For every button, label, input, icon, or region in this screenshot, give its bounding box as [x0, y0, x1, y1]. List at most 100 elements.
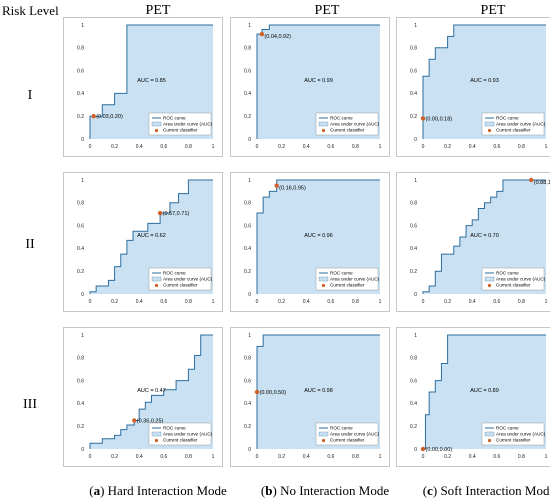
x-tick-label: 0 [422, 144, 425, 150]
caption-text-a: Hard Interaction Mode [104, 483, 227, 498]
x-tick-label: 0 [256, 299, 259, 305]
x-tick-label: 0.4 [136, 454, 143, 460]
point-label: (0.88,1.00) [534, 180, 550, 186]
legend-area-swatch [151, 431, 162, 437]
legend-point-swatch [321, 283, 326, 288]
x-tick-label: 0.8 [185, 144, 192, 150]
auc-label: AUC = 0.98 [304, 388, 333, 394]
auc-label: AUC = 0.93 [470, 78, 499, 84]
roc-panel-3-a: 00 0.2 0.2 0.4 0.4 0.6 0.6 0.8 0.8 1 1 AUC = 0.47 (0… [63, 327, 223, 467]
y-tick-label: 0 [81, 137, 84, 143]
auc-label: AUC = 0.99 [304, 78, 333, 84]
roc-panel-1-c: 00 0.2 0.2 0.4 0.4 0.6 0.6 0.8 0.8 1 1 AUC = 0.93 (0… [396, 17, 550, 157]
roc-curve [422, 179, 546, 294]
legend-area-swatch [484, 431, 495, 437]
x-tick-label: 0.8 [518, 144, 525, 150]
x-tick-label: 0.8 [352, 454, 359, 460]
y-tick-label: 0.4 [410, 91, 417, 97]
roc-panel-2-b: 00 0.2 0.2 0.4 0.4 0.6 0.6 0.8 0.8 1 1 AUC = 0.96 (0… [230, 172, 390, 312]
legend-entry: Current classifier [330, 283, 365, 288]
legend-area-swatch [318, 431, 329, 437]
auc-area [257, 335, 380, 449]
y-tick-label: 0.4 [244, 91, 251, 97]
y-tick-label: 0.2 [410, 269, 417, 275]
legend-entry: Current classifier [496, 283, 531, 288]
legend-entry: ROC curve [163, 426, 186, 431]
y-tick-label: 1 [414, 23, 417, 29]
y-tick-label: 0.2 [410, 114, 417, 120]
x-tick-label: 0.4 [469, 454, 476, 460]
y-tick-label: 1 [414, 178, 417, 184]
roc-panel-2-a: 00 0.2 0.2 0.4 0.4 0.6 0.6 0.8 0.8 1 1 AUC = 0.62 (0… [63, 172, 223, 312]
y-tick-label: 0.4 [410, 401, 417, 407]
legend-box [481, 422, 545, 446]
current-classifier-point [529, 177, 534, 183]
legend-entry: Current classifier [496, 128, 531, 133]
y-tick-label: 0.8 [244, 356, 251, 362]
x-tick-label: 0.2 [278, 144, 285, 150]
y-tick-label: 0.4 [77, 401, 84, 407]
legend-box [481, 267, 545, 291]
y-tick-label: 0.6 [410, 223, 417, 229]
legend-entry: Current classifier [330, 438, 365, 443]
caption-text-c: Soft Interaction Mode [437, 483, 550, 498]
y-tick-label: 0 [81, 292, 84, 298]
roc-curve [89, 179, 213, 294]
x-tick-label: 0.2 [444, 144, 451, 150]
legend-point-swatch [154, 438, 159, 443]
legend-entry: Current classifier [163, 283, 198, 288]
y-tick-label: 0 [248, 292, 251, 298]
x-tick-label: 0.6 [493, 144, 500, 150]
legend-area-swatch [318, 276, 329, 282]
legend-entry: ROC curve [330, 271, 353, 276]
x-tick-label: 0 [256, 144, 259, 150]
x-tick-label: 0.6 [160, 299, 167, 305]
current-classifier-point [259, 31, 265, 37]
y-tick-label: 0.2 [77, 114, 84, 120]
x-tick-label: 1 [379, 299, 382, 305]
auc-area [423, 180, 546, 294]
auc-label: AUC = 0.85 [137, 78, 166, 84]
legend-area-swatch [484, 276, 495, 282]
legend-point-swatch [154, 128, 159, 133]
point-label: (0.57,0.71) [163, 211, 190, 217]
legend-point-swatch [321, 128, 326, 133]
auc-label: AUC = 0.89 [470, 388, 499, 394]
y-tick-label: 0.2 [244, 114, 251, 120]
point-label: (0.00,0.18) [426, 116, 453, 122]
current-classifier-point [254, 389, 260, 395]
y-tick-label: 0.2 [77, 424, 84, 430]
auc-label: AUC = 0.70 [470, 233, 499, 239]
point-label: (0.04,0.92) [264, 34, 291, 40]
legend-box [315, 267, 379, 291]
roc-curve [422, 24, 546, 139]
auc-area [423, 25, 546, 139]
column-title-a: PET [145, 3, 171, 18]
legend-point-swatch [487, 283, 492, 288]
legend-entry: Area under curve (AUC) [496, 122, 546, 127]
x-tick-label: 0.8 [185, 299, 192, 305]
y-tick-label: 0.6 [244, 223, 251, 229]
current-classifier-point [420, 116, 426, 121]
y-tick-label: 0.8 [77, 46, 84, 52]
x-tick-label: 1 [212, 144, 215, 150]
x-tick-label: 0.2 [278, 299, 285, 305]
x-tick-label: 0.6 [160, 454, 167, 460]
current-classifier-point [420, 446, 426, 452]
x-tick-label: 1 [212, 454, 215, 460]
legend-box [148, 422, 212, 446]
y-tick-label: 1 [81, 178, 84, 184]
x-tick-label: 0.2 [111, 454, 118, 460]
roc-curve [256, 24, 380, 139]
legend-point-swatch [487, 438, 492, 443]
caption-letter-c: c [427, 483, 433, 498]
x-tick-label: 0.2 [278, 454, 285, 460]
y-tick-label: 0 [414, 292, 417, 298]
x-tick-label: 0.4 [303, 144, 310, 150]
y-tick-label: 0 [81, 447, 84, 453]
